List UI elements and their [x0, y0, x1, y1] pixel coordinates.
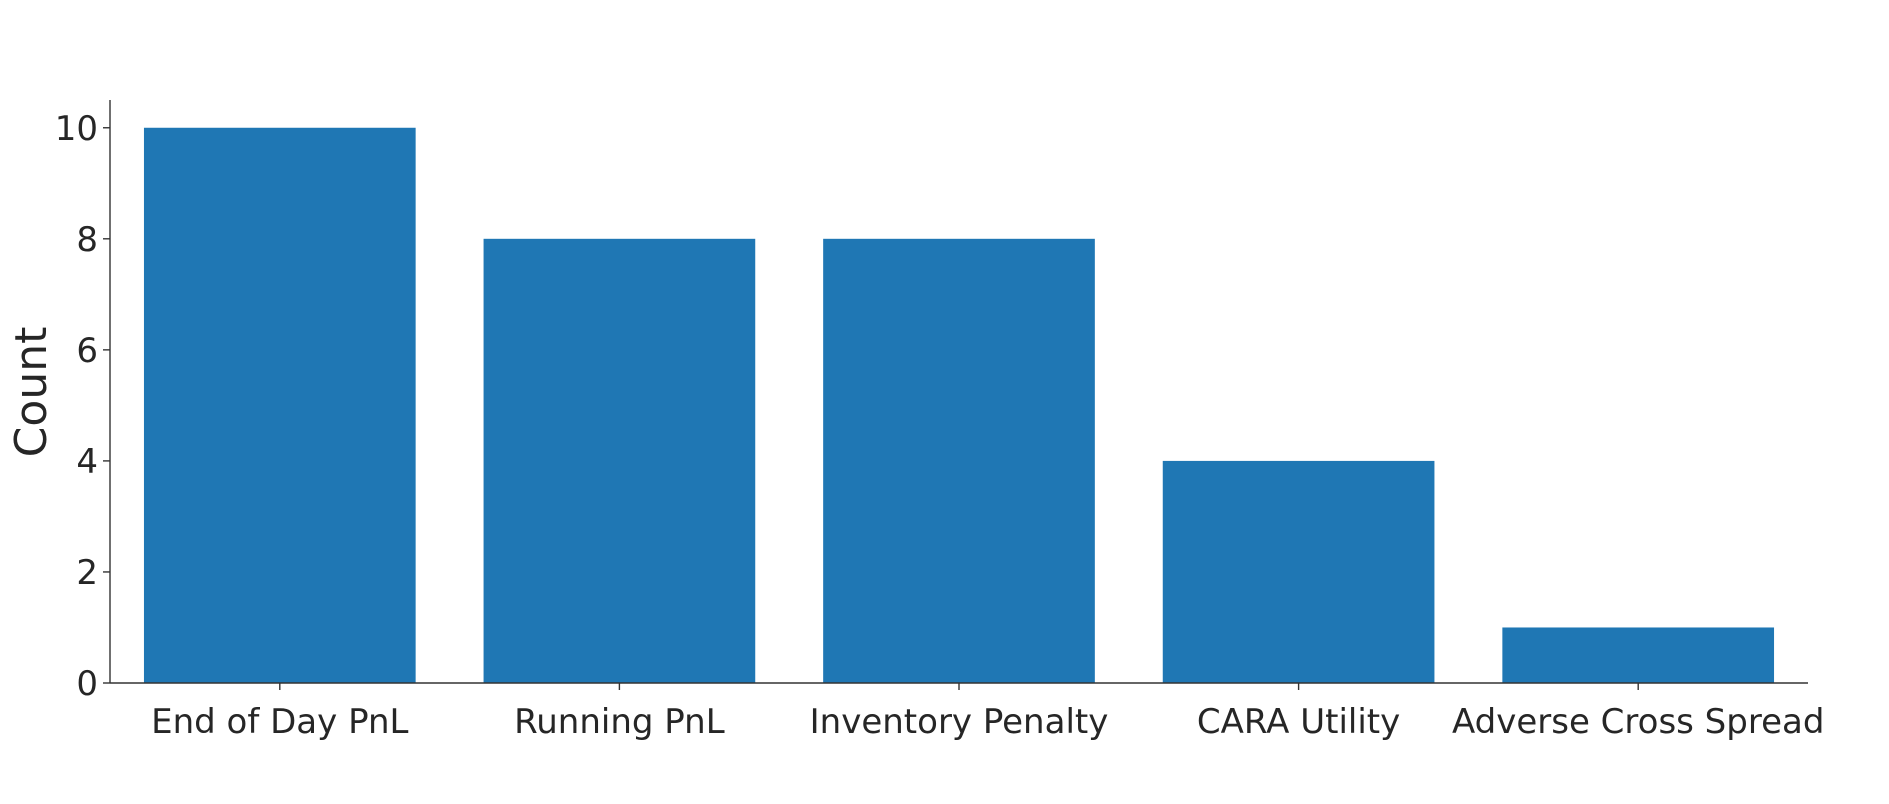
y-tick-label: 4	[76, 442, 98, 482]
bar-running-pnl	[483, 238, 756, 684]
x-tick-label: Running PnL	[514, 702, 725, 742]
x-tick-label: Inventory Penalty	[810, 702, 1109, 742]
y-tick-label: 6	[76, 331, 98, 371]
x-tick-label: CARA Utility	[1197, 702, 1400, 742]
y-tick-label: 8	[76, 220, 98, 260]
y-tick-label: 0	[76, 664, 98, 704]
y-axis: 0 2 4 6 8 10	[55, 100, 111, 704]
x-tick-label: Adverse Cross Spread	[1452, 702, 1824, 742]
x-axis: End of Day PnL Running PnL Inventory Penal…	[110, 682, 1824, 742]
bar-cara-utility	[1162, 460, 1435, 683]
bar-inventory-penalty	[823, 238, 1095, 684]
x-tick-label: End of Day PnL	[151, 702, 408, 742]
y-tick-label: 10	[55, 109, 98, 149]
bar-end-of-day-pnl	[143, 127, 416, 683]
y-tick-label: 2	[76, 553, 98, 593]
bar-adverse-cross-spread	[1502, 627, 1775, 683]
y-axis-label: Count	[6, 327, 57, 458]
bars-group	[143, 127, 1775, 684]
